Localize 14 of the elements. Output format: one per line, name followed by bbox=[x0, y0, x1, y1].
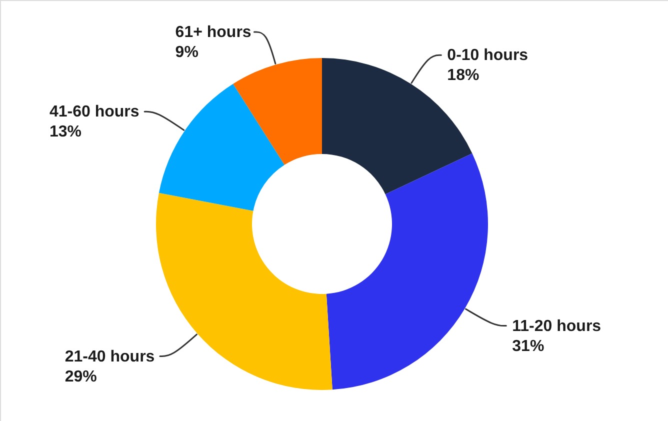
slice-label: 0-10 hours bbox=[447, 47, 528, 64]
data-label: 31% bbox=[512, 338, 544, 355]
data-label: 18% bbox=[447, 67, 480, 84]
slice-label: 11-20 hours bbox=[512, 318, 602, 335]
donut-slice bbox=[156, 192, 332, 390]
donut-slice bbox=[158, 84, 284, 211]
data-label: 29% bbox=[64, 368, 97, 386]
slice-label: 61+ hours bbox=[175, 24, 252, 41]
donut-slice bbox=[233, 58, 322, 165]
data-label: 9% bbox=[175, 44, 198, 61]
data-label: 13% bbox=[49, 124, 82, 141]
slice-label: 41-60 hours bbox=[49, 104, 140, 121]
slice-label: 21-40 hours bbox=[64, 348, 155, 366]
donut-slice bbox=[326, 153, 488, 390]
